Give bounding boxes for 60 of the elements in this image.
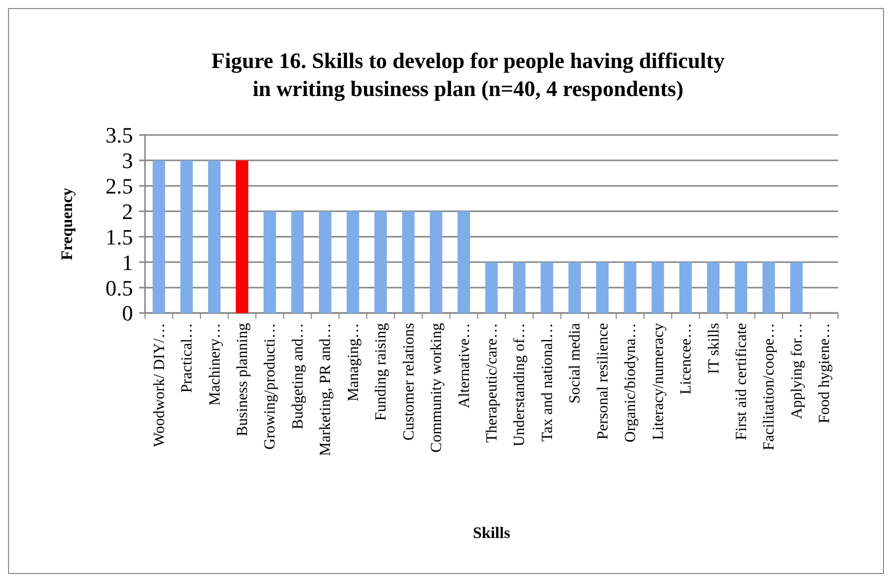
bar bbox=[790, 262, 803, 313]
x-tick-label: First aid certificate bbox=[732, 322, 750, 440]
x-tick-label: Social media bbox=[566, 322, 584, 404]
x-tick-label: Facilitation/coope… bbox=[760, 323, 778, 450]
x-tick-label: Growing/producti… bbox=[262, 323, 279, 450]
x-tick-label: Personal resilience bbox=[594, 322, 612, 440]
bar bbox=[374, 211, 387, 313]
x-tick-label: Woodwork/ DIY/… bbox=[150, 323, 168, 448]
x-tick-label: Machinery… bbox=[206, 323, 224, 406]
y-tick-label: 3.5 bbox=[106, 122, 133, 148]
x-tick-label: Community working bbox=[428, 322, 446, 453]
x-tick-label: Organic/biodyna… bbox=[622, 323, 640, 442]
x-tick-label: Customer relations bbox=[400, 323, 418, 441]
bar bbox=[264, 211, 276, 313]
x-tick-label: Applying for… bbox=[788, 323, 806, 420]
bar bbox=[318, 211, 332, 313]
bar bbox=[402, 211, 415, 313]
bar bbox=[485, 262, 498, 313]
bar bbox=[458, 211, 470, 313]
y-tick-label: 1 bbox=[122, 250, 133, 275]
x-tick-label: Business planning bbox=[234, 322, 252, 436]
chart-title: Figure 16. Skills to develop for people having difficulty in writing business plan (n=40, 4 respondents) bbox=[211, 48, 725, 101]
x-tick-label: Alternative… bbox=[456, 323, 473, 408]
x-tick-label: Literacy/numeracy bbox=[650, 322, 667, 440]
bar bbox=[596, 262, 609, 313]
y-tick-label: 0.5 bbox=[106, 275, 133, 300]
bar bbox=[568, 262, 581, 313]
bar bbox=[624, 262, 636, 313]
x-axis-title: Skills bbox=[472, 525, 510, 542]
x-tick-label: Funding raising bbox=[372, 322, 390, 421]
y-tick-label: 0 bbox=[122, 300, 133, 326]
x-tick-label: Understanding of… bbox=[511, 323, 528, 447]
x-tick-label: Budgeting and… bbox=[289, 323, 306, 430]
y-tick-label: 1.5 bbox=[106, 224, 133, 250]
bar bbox=[430, 211, 442, 313]
x-tick-label: Licencee… bbox=[678, 323, 695, 394]
bar bbox=[679, 262, 692, 313]
x-tick-label: Marketing, PR and… bbox=[317, 323, 334, 456]
bar bbox=[152, 160, 166, 313]
x-tick-label: Food hygiene… bbox=[816, 323, 834, 424]
x-tick-label: Tax and national… bbox=[538, 323, 556, 442]
bar bbox=[208, 160, 221, 313]
bar bbox=[346, 211, 360, 313]
bar bbox=[652, 262, 664, 313]
bar bbox=[540, 262, 554, 313]
y-axis-title: Frequency bbox=[59, 188, 76, 260]
y-tick-label: 2.5 bbox=[106, 174, 133, 199]
bar bbox=[180, 160, 193, 313]
bar bbox=[236, 160, 248, 313]
bar bbox=[734, 262, 748, 313]
bar bbox=[762, 262, 775, 313]
x-tick-label: IT skills bbox=[705, 323, 722, 374]
bar bbox=[707, 262, 720, 313]
x-tick-label: Managing… bbox=[344, 323, 362, 402]
bar bbox=[512, 262, 526, 313]
x-tick-label: Practical… bbox=[178, 323, 196, 393]
bar bbox=[291, 211, 304, 313]
y-tick-label: 2 bbox=[122, 198, 133, 224]
y-tick-label: 3 bbox=[122, 148, 133, 174]
x-tick-label: Therapeutic/care… bbox=[484, 323, 500, 443]
